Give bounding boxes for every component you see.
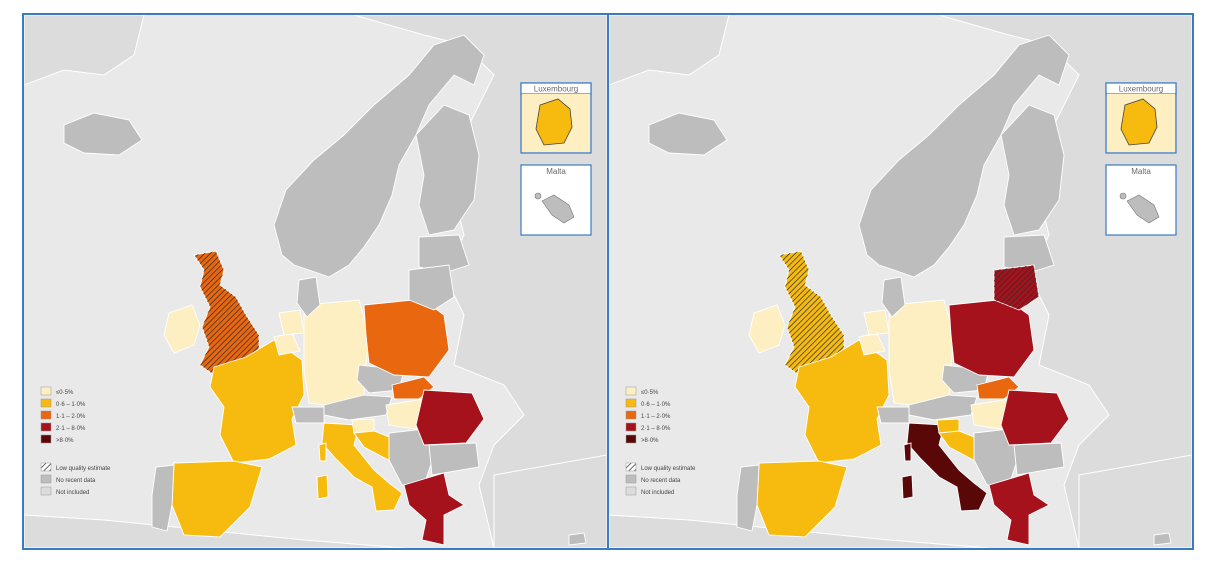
inset-malta: Malta <box>1105 164 1177 236</box>
legend-swatch-4 <box>625 434 637 444</box>
country-italy <box>321 422 403 512</box>
country-uk-hatch <box>194 251 259 375</box>
country-bulgaria <box>1013 442 1065 476</box>
legend-extra-label-2: Not included <box>641 490 674 496</box>
country-greece <box>988 472 1050 546</box>
region-greenland <box>609 15 730 86</box>
country-greece <box>403 472 465 546</box>
country-portugal <box>736 464 760 532</box>
legend: ≤0·5% 0·6 – 1·0% 1·1 – 2·0% 2·1 – 8·0% >8·0%… <box>625 386 696 496</box>
country-finland <box>415 104 480 236</box>
country-france <box>794 339 890 464</box>
legend-swatch-4 <box>40 434 52 444</box>
legend-swatch-0 <box>40 386 52 396</box>
country-lithuania <box>408 264 455 311</box>
legend-extra-label-2: Not included <box>56 490 89 496</box>
map-panel-right: Luxembourg Malta ≤0·5% 0·6 – 1·0% 1·1 – 2·0%… <box>607 13 1194 550</box>
legend-extra-label-1: No recent data <box>56 478 96 484</box>
legend-swatch-2 <box>625 410 637 420</box>
country-iceland <box>648 112 728 156</box>
map-svg-left: Luxembourg Malta ≤0·5% 0·6 – 1·0% 1·1 – 2·0%… <box>24 15 607 548</box>
legend-label-3: 2·1 – 8·0% <box>641 426 671 432</box>
legend-label-4: >8·0% <box>56 438 74 444</box>
legend-swatch-1 <box>625 398 637 408</box>
inset-luxembourg-country <box>1120 98 1158 146</box>
legend-extra-swatch-1 <box>40 474 52 484</box>
legend-swatch-2 <box>40 410 52 420</box>
country-iceland <box>63 112 143 156</box>
legend: ≤0·5% 0·6 – 1·0% 1·1 – 2·0% 2·1 – 8·0% >8·0%… <box>40 386 111 496</box>
country-sardinia <box>901 474 914 500</box>
map-panel-left: Luxembourg Malta ≤0·5% 0·6 – 1·0% 1·1 – 2·0%… <box>22 13 609 550</box>
country-denmark <box>881 276 906 318</box>
legend-extra-label-1: No recent data <box>641 478 681 484</box>
legend-swatch-3 <box>625 422 637 432</box>
legend-swatch-0 <box>625 386 637 396</box>
country-scandinavia <box>858 34 1070 278</box>
country-sardinia <box>316 474 329 500</box>
country-spain <box>171 460 263 538</box>
country-italy <box>906 422 988 512</box>
inset-malta-title: Malta <box>546 167 566 176</box>
country-bulgaria <box>428 442 480 476</box>
country-france <box>209 339 305 464</box>
inset-malta-country <box>1126 194 1160 224</box>
country-uk-hatch <box>779 251 844 375</box>
legend-label-2: 1·1 – 2·0% <box>56 414 86 420</box>
country-poland <box>363 298 450 378</box>
legend-swatch-1 <box>40 398 52 408</box>
inset-luxembourg-title: Luxembourg <box>1119 85 1163 94</box>
legend-extra-label-0: Low quality estimate <box>641 466 696 472</box>
legend-label-1: 0·6 – 1·0% <box>56 402 86 408</box>
legend-label-4: >8·0% <box>641 438 659 444</box>
region-turkey <box>1078 454 1192 548</box>
legend-extra-swatch-2 <box>40 486 52 496</box>
country-switzerland <box>291 406 325 424</box>
legend-label-0: ≤0·5% <box>56 390 74 396</box>
country-cyprus <box>1153 532 1172 546</box>
country-portugal <box>151 464 175 532</box>
region-turkey <box>493 454 607 548</box>
inset-malta-title: Malta <box>1131 167 1151 176</box>
legend-extra-swatch-1 <box>625 474 637 484</box>
country-ireland <box>748 304 786 354</box>
inset-malta-country <box>541 194 575 224</box>
country-baltics <box>418 234 470 274</box>
country-austria <box>323 394 393 421</box>
country-spain <box>756 460 848 538</box>
legend-label-3: 2·1 – 8·0% <box>56 426 86 432</box>
country-poland <box>948 298 1035 378</box>
inset-malta: Malta <box>520 164 592 236</box>
legend-extra-label-0: Low quality estimate <box>56 466 111 472</box>
legend-extra-swatch-0 <box>40 462 52 472</box>
legend-extra-swatch-2 <box>625 486 637 496</box>
country-denmark <box>296 276 321 318</box>
country-ireland <box>163 304 201 354</box>
inset-luxembourg-title: Luxembourg <box>534 85 578 94</box>
legend-label-1: 0·6 – 1·0% <box>641 402 671 408</box>
inset-luxembourg: Luxembourg <box>1105 82 1177 154</box>
country-switzerland <box>876 406 910 424</box>
legend-extra-swatch-0 <box>625 462 637 472</box>
region-greenland <box>24 15 145 86</box>
country-netherlands <box>863 309 890 336</box>
country-cyprus <box>568 532 587 546</box>
country-germany <box>303 299 370 406</box>
legend-label-2: 1·1 – 2·0% <box>641 414 671 420</box>
country-germany <box>888 299 955 406</box>
legend-label-0: ≤0·5% <box>641 390 659 396</box>
inset-luxembourg-country <box>535 98 573 146</box>
country-netherlands <box>278 309 305 336</box>
legend-swatch-3 <box>40 422 52 432</box>
inset-luxembourg: Luxembourg <box>520 82 592 154</box>
country-corsica <box>318 442 327 462</box>
map-svg-right: Luxembourg Malta ≤0·5% 0·6 – 1·0% 1·1 – 2·0%… <box>609 15 1192 548</box>
country-austria <box>908 394 978 421</box>
country-scandinavia <box>273 34 485 278</box>
country-lithuania-hatch <box>994 265 1039 310</box>
country-finland <box>1000 104 1065 236</box>
country-corsica <box>903 442 912 462</box>
country-baltics <box>1003 234 1055 274</box>
